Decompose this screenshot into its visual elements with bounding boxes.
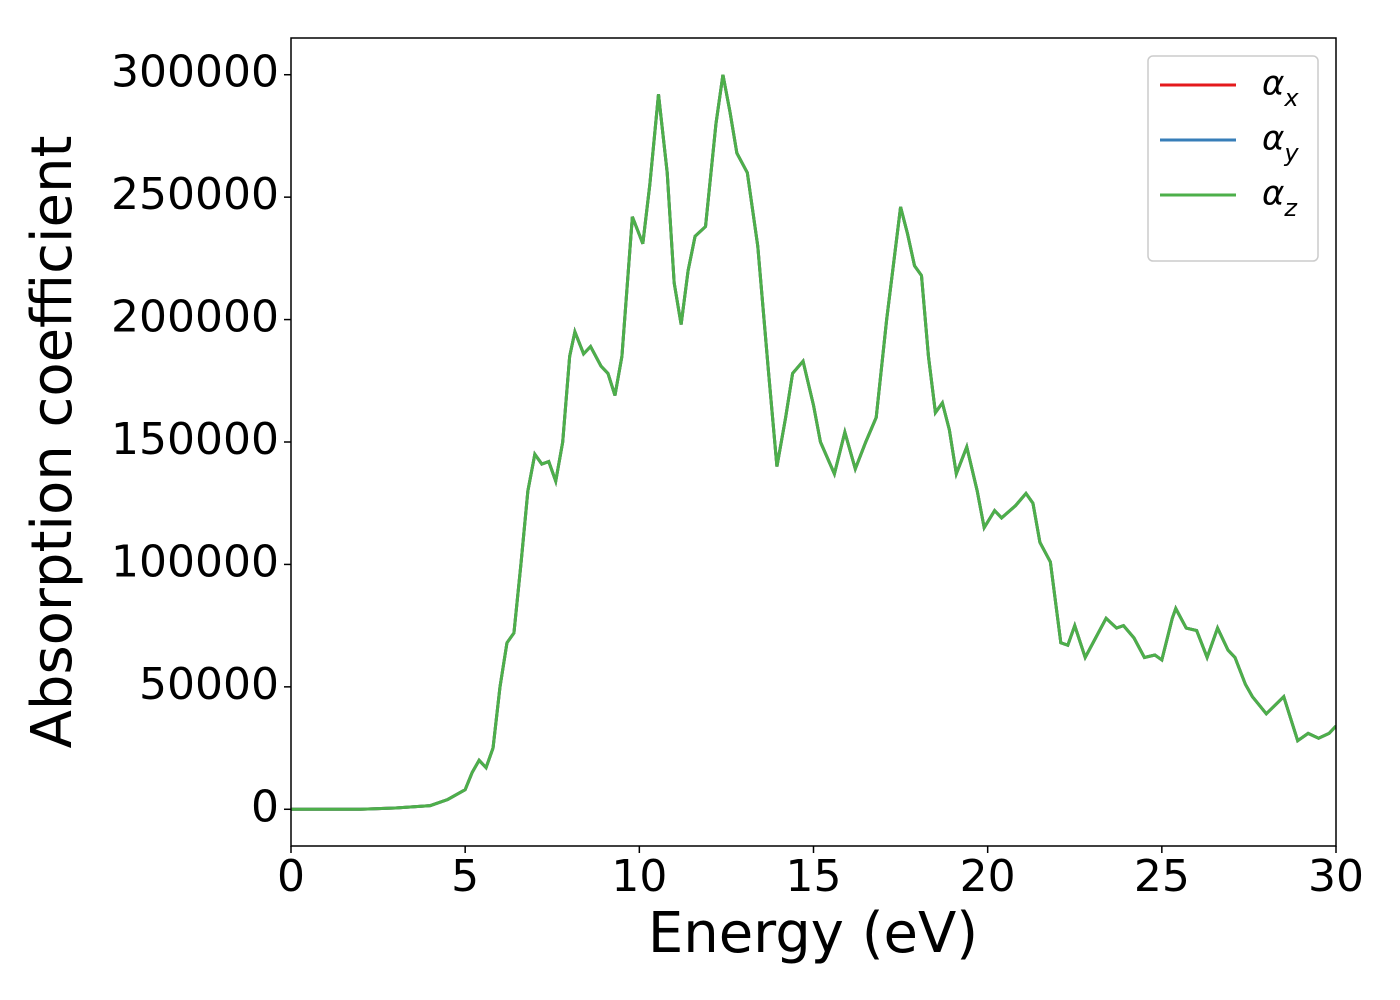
- y-tick-label: 50000: [139, 659, 279, 710]
- line-series: [291, 74, 1336, 811]
- y-tick-label: 250000: [111, 169, 279, 220]
- x-tick-label: 25: [1134, 851, 1190, 902]
- x-tick-label: 0: [277, 851, 305, 902]
- plot-frame: [290, 37, 1337, 847]
- y-tick-label: 300000: [111, 47, 279, 98]
- x-tick-label: 20: [960, 851, 1016, 902]
- x-tick-label: 15: [786, 851, 842, 902]
- y-tick-label: 150000: [111, 414, 279, 465]
- x-tick-label: 30: [1308, 851, 1364, 902]
- x-tick-label: 10: [611, 851, 667, 902]
- y-tick-label: 0: [251, 781, 279, 832]
- y-tick-label: 100000: [111, 536, 279, 587]
- x-tick-label: 5: [451, 851, 479, 902]
- x-axis-label: Energy (eV): [648, 901, 978, 966]
- y-axis-label: Absorption coefficient: [20, 136, 85, 749]
- y-tick-label: 200000: [111, 292, 279, 343]
- legend-box: [1147, 55, 1319, 262]
